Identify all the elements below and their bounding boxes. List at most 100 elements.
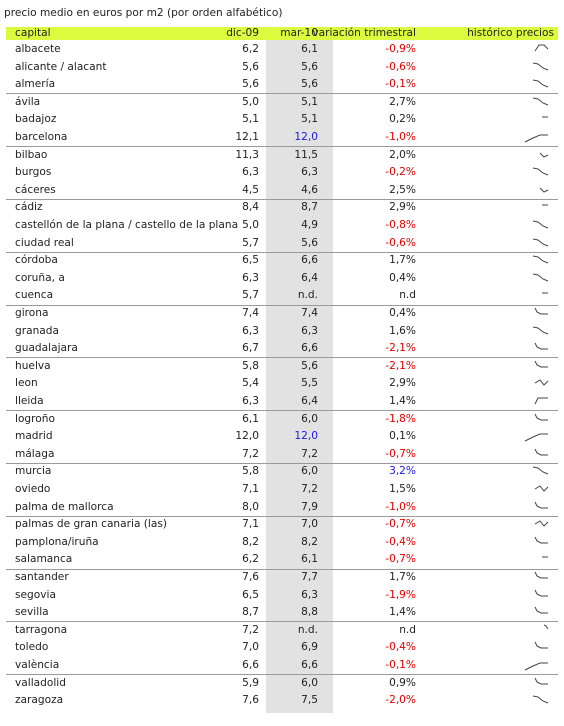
table-row: granada 6,3 6,3 1,6% <box>6 323 558 341</box>
quarterly-variation: -1,0% <box>385 131 416 143</box>
capital-name: valència <box>15 659 60 671</box>
price-dic09: 12,0 <box>235 430 259 443</box>
capital-name: logroño <box>15 412 55 425</box>
price-history-sparkline <box>532 79 549 88</box>
price-history-sparkline <box>532 273 549 282</box>
price-mar10: 6,3 <box>301 324 318 337</box>
table-row: valència 6,6 6,6 -0,1% <box>6 657 558 675</box>
price-dic09: 7,6 <box>242 571 259 583</box>
table-row: tarragona 7,2 n.d. n.d <box>6 622 558 640</box>
capital-name: burgos <box>15 166 52 179</box>
quarterly-variation: -0,7% <box>385 518 416 531</box>
table-row: burgos 6,3 6,3 -0,2% <box>6 164 558 182</box>
price-history-sparkline <box>542 204 548 206</box>
price-dic09: 11,3 <box>235 148 259 161</box>
price-mar10: 5,6 <box>301 359 318 372</box>
price-mar10: n.d. <box>297 623 318 636</box>
table-row: sevilla 8,7 8,8 1,4% <box>6 604 558 622</box>
price-dic09: 6,7 <box>242 342 259 355</box>
quarterly-variation: 2,7% <box>389 95 416 108</box>
price-history-sparkline <box>532 255 549 264</box>
price-history-sparkline <box>534 520 549 527</box>
price-dic09: 6,1 <box>242 412 259 425</box>
quarterly-variation: 3,2% <box>389 465 416 478</box>
table-row: oviedo 7,1 7,2 1,5% <box>6 481 558 499</box>
quarterly-variation: 1,7% <box>389 254 416 267</box>
table-row: cuenca 5,7 n.d. n.d <box>6 287 558 305</box>
price-mar10: 7,2 <box>301 447 318 460</box>
price-dic09: 7,0 <box>242 641 259 654</box>
table-row: cádiz 8,4 8,7 2,9% <box>6 199 558 217</box>
quarterly-variation: -0,6% <box>385 236 416 249</box>
quarterly-variation: 2,9% <box>389 377 416 390</box>
mar10-column-shade <box>266 27 333 713</box>
price-dic09: 6,3 <box>242 324 259 337</box>
table-row: almería 5,6 5,6 -0,1% <box>6 76 558 94</box>
table-row: bilbao 11,3 11,5 2,0% <box>6 147 558 165</box>
table-row: logroño 6,1 6,0 -1,8% <box>6 411 558 429</box>
price-mar10: 6,0 <box>301 412 318 425</box>
group-separator <box>6 568 558 570</box>
quarterly-variation: 0,9% <box>389 676 416 689</box>
quarterly-variation: n.d <box>399 289 416 302</box>
price-dic09: 5,9 <box>242 676 259 689</box>
price-history-sparkline <box>524 433 548 442</box>
quarterly-variation: 0,1% <box>389 430 416 443</box>
price-dic09: 5,8 <box>242 465 259 478</box>
price-history-sparkline <box>534 677 548 685</box>
capital-name: córdoba <box>15 254 58 267</box>
capital-name: coruña, a <box>15 271 65 284</box>
quarterly-variation: 2,9% <box>389 201 416 214</box>
group-separator <box>6 304 558 306</box>
table-row: murcia 5,8 6,0 3,2% <box>6 463 558 481</box>
quarterly-variation: 2,0% <box>389 148 416 161</box>
capital-name: ciudad real <box>15 236 74 249</box>
table-row: córdoba 6,5 6,6 1,7% <box>6 252 558 270</box>
quarterly-variation: -0,1% <box>385 78 416 91</box>
group-separator <box>6 198 558 200</box>
price-history-sparkline <box>532 695 549 704</box>
table-row: castellón de la plana / castello de la p… <box>6 217 558 235</box>
price-mar10: 7,0 <box>301 518 318 531</box>
price-history-sparkline <box>532 167 549 176</box>
table-row: albacete 6,2 6,1 -0,9% <box>6 41 558 59</box>
price-dic09: 8,0 <box>242 500 259 513</box>
price-history-sparkline <box>534 379 549 387</box>
price-history-sparkline <box>542 116 548 118</box>
group-separator <box>6 93 558 95</box>
quarterly-variation: -1,9% <box>385 588 416 601</box>
price-history-sparkline <box>543 624 549 630</box>
capital-name: alicante / alacant <box>15 60 107 73</box>
price-mar10: 6,6 <box>301 342 318 355</box>
quarterly-variation: -0,6% <box>385 60 416 73</box>
quarterly-variation: -0,7% <box>385 553 416 566</box>
quarterly-variation: 1,7% <box>389 571 416 583</box>
table-row: ávila 5,0 5,1 2,7% <box>6 94 558 112</box>
price-mar10: 5,1 <box>301 113 318 126</box>
price-dic09: 12,1 <box>235 131 259 143</box>
quarterly-variation: -1,8% <box>385 412 416 425</box>
table-row: guadalajara 6,7 6,6 -2,1% <box>6 340 558 358</box>
price-mar10: 8,7 <box>301 201 318 214</box>
price-dic09: 6,3 <box>242 271 259 284</box>
price-dic09: 5,8 <box>242 359 259 372</box>
price-dic09: 6,2 <box>242 553 259 566</box>
quarterly-variation: -1,0% <box>385 500 416 513</box>
table-row: alicante / alacant 5,6 5,6 -0,6% <box>6 59 558 77</box>
price-dic09: 6,3 <box>242 395 259 407</box>
header-history: histórico precios <box>467 27 554 39</box>
capital-name: murcia <box>15 465 52 478</box>
price-mar10: 8,8 <box>301 606 318 619</box>
price-mar10: 5,5 <box>301 377 318 390</box>
price-history-sparkline <box>534 342 548 350</box>
price-mar10: 6,6 <box>301 254 318 267</box>
capital-name: barcelona <box>15 131 68 143</box>
quarterly-variation: 2,5% <box>389 183 416 196</box>
price-mar10: 6,4 <box>301 395 318 407</box>
price-dic09: 8,7 <box>242 606 259 619</box>
table-row: barcelona 12,1 12,0 -1,0% <box>6 129 558 147</box>
quarterly-variation: 0,2% <box>389 113 416 126</box>
quarterly-variation: -2,0% <box>385 694 416 707</box>
table-row: leon 5,4 5,5 2,9% <box>6 375 558 393</box>
price-history-sparkline <box>524 134 548 143</box>
